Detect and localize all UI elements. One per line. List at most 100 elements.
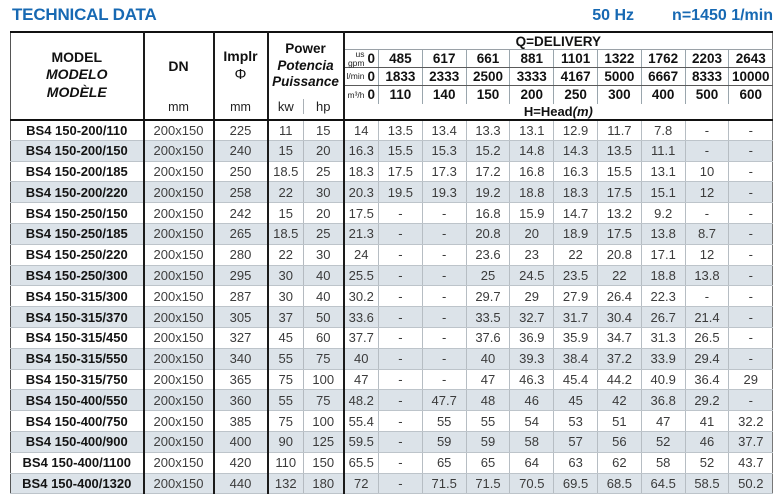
delivery-zero-value: 0 — [367, 69, 375, 84]
head-cell: 23.5 — [553, 265, 598, 287]
head-cell: 33.5 — [465, 306, 510, 328]
head-cell: 21.4 — [684, 306, 729, 328]
impeller-cell: 242 — [213, 202, 269, 224]
kw-cell: 90 — [267, 431, 304, 453]
head-cell: 29.7 — [465, 285, 510, 308]
model-cell: BS4 150-400/1100 — [10, 452, 145, 474]
model-cell: BS4 150-250/300 — [10, 265, 145, 287]
head-cell: 11.7 — [596, 119, 642, 141]
kw-cell: 45 — [267, 327, 304, 349]
hp-cell: 25 — [303, 223, 345, 245]
delivery-zero-value: 0 — [367, 87, 375, 103]
head-cell: 20.3 — [343, 181, 379, 204]
head-cell: 15.3 — [421, 140, 467, 162]
head-cell: 7.8 — [640, 119, 686, 141]
hp-cell: 180 — [303, 473, 345, 495]
delivery-header-value: 140 — [421, 85, 467, 104]
head-cell: 10 — [684, 161, 729, 183]
head-cell: 20.8 — [465, 223, 510, 245]
head-cell: 68.5 — [596, 473, 642, 495]
dn-label: DN — [168, 57, 189, 74]
hp-cell: 60 — [303, 327, 345, 349]
table-row: BS4 150-200/150 200x150 240 15 20 16.3 15.5 15.… — [10, 140, 773, 162]
head-cell: 12.9 — [553, 119, 598, 141]
head-cell: 26.5 — [684, 327, 729, 349]
technical-data-table: MODEL MODELO MODÈLE DN mm Implr — [10, 31, 774, 495]
head-cell: - — [421, 202, 467, 224]
head-cell: 35.9 — [553, 327, 598, 349]
head-cell: 56 — [596, 431, 642, 453]
model-column-header: MODEL MODELO MODÈLE — [10, 32, 145, 121]
head-cell: - — [728, 348, 773, 370]
dn-cell: 200x150 — [143, 223, 215, 245]
head-cell: - — [728, 223, 773, 245]
head-cell: - — [728, 265, 773, 287]
head-cell: 13.3 — [465, 119, 510, 141]
kw-cell: 132 — [267, 473, 304, 495]
kw-unit-label: kw — [269, 99, 305, 114]
head-cell: 65 — [421, 452, 467, 474]
head-cell: 36.8 — [640, 389, 686, 412]
head-cell: 23 — [509, 244, 554, 266]
head-cell: 22.3 — [640, 285, 686, 308]
dn-cell: 200x150 — [143, 306, 215, 328]
model-cell: BS4 150-250/220 — [10, 244, 145, 266]
dn-cell: 200x150 — [143, 348, 215, 370]
kw-cell: 30 — [267, 285, 304, 308]
head-cell: - — [378, 285, 423, 308]
head-cell: 22 — [596, 265, 642, 287]
model-cell: BS4 150-200/220 — [10, 181, 145, 204]
head-cell: - — [378, 389, 423, 412]
head-cell: 57 — [553, 431, 598, 453]
head-cell: 59 — [465, 431, 510, 453]
head-cell: 13.5 — [378, 119, 423, 141]
dn-cell: 200x150 — [143, 473, 215, 495]
head-cell: 45.4 — [553, 369, 598, 391]
model-header-fr: MODÈLE — [46, 83, 107, 100]
delivery-header-value: 400 — [640, 85, 686, 104]
delivery-header-value: 3333 — [509, 67, 554, 86]
table-row: BS4 150-250/220 200x150 280 22 30 24- -23.6 23 2… — [10, 244, 773, 266]
impeller-cell: 295 — [213, 265, 269, 287]
hp-unit-label: hp — [316, 99, 331, 114]
delivery-zero-value: 0 — [367, 51, 375, 66]
head-cell: - — [378, 410, 423, 432]
head-cell: 13.1 — [640, 161, 686, 183]
head-cell: 46.3 — [509, 369, 554, 391]
head-cell: 47.7 — [421, 389, 467, 412]
head-cell: 52 — [684, 452, 729, 474]
head-cell: 13.1 — [509, 119, 554, 141]
dn-cell: 200x150 — [143, 202, 215, 224]
head-cell: 40.9 — [640, 369, 686, 391]
delivery-header-value: 2203 — [684, 49, 729, 68]
impeller-cell: 280 — [213, 244, 269, 266]
hp-cell: 50 — [303, 306, 345, 328]
head-cell: - — [728, 306, 773, 328]
head-cell: 55 — [465, 410, 510, 432]
delivery-header-value: 300 — [596, 85, 642, 104]
kw-cell: 18.5 — [267, 223, 304, 245]
kw-cell: 75 — [267, 369, 304, 391]
dn-cell: 200x150 — [143, 244, 215, 266]
head-cell: 42 — [596, 389, 642, 412]
model-cell: BS4 150-315/300 — [10, 285, 145, 308]
head-cell: - — [378, 306, 423, 328]
head-cell: 16.3 — [553, 161, 598, 183]
impeller-cell: 400 — [213, 431, 269, 453]
delivery-header-value: 4167 — [553, 67, 598, 86]
head-cell: - — [378, 431, 423, 453]
dn-cell: 200x150 — [143, 140, 215, 162]
head-cell: - — [684, 119, 729, 141]
head-cell: - — [421, 285, 467, 308]
head-cell: 14.7 — [553, 202, 598, 224]
kw-cell: 15 — [267, 202, 304, 224]
head-cell: 15.2 — [465, 140, 510, 162]
head-cell: 29.2 — [684, 389, 729, 412]
head-cell: - — [378, 265, 423, 287]
head-cell: 47 — [343, 369, 379, 391]
model-cell: BS4 150-200/150 — [10, 140, 145, 162]
head-cell: 8.7 — [684, 223, 729, 245]
dn-cell: 200x150 — [143, 181, 215, 204]
head-cell: 47 — [640, 410, 686, 432]
table-row: BS4 150-250/300 200x150 295 30 40 25.5- -25 24.… — [10, 265, 773, 287]
